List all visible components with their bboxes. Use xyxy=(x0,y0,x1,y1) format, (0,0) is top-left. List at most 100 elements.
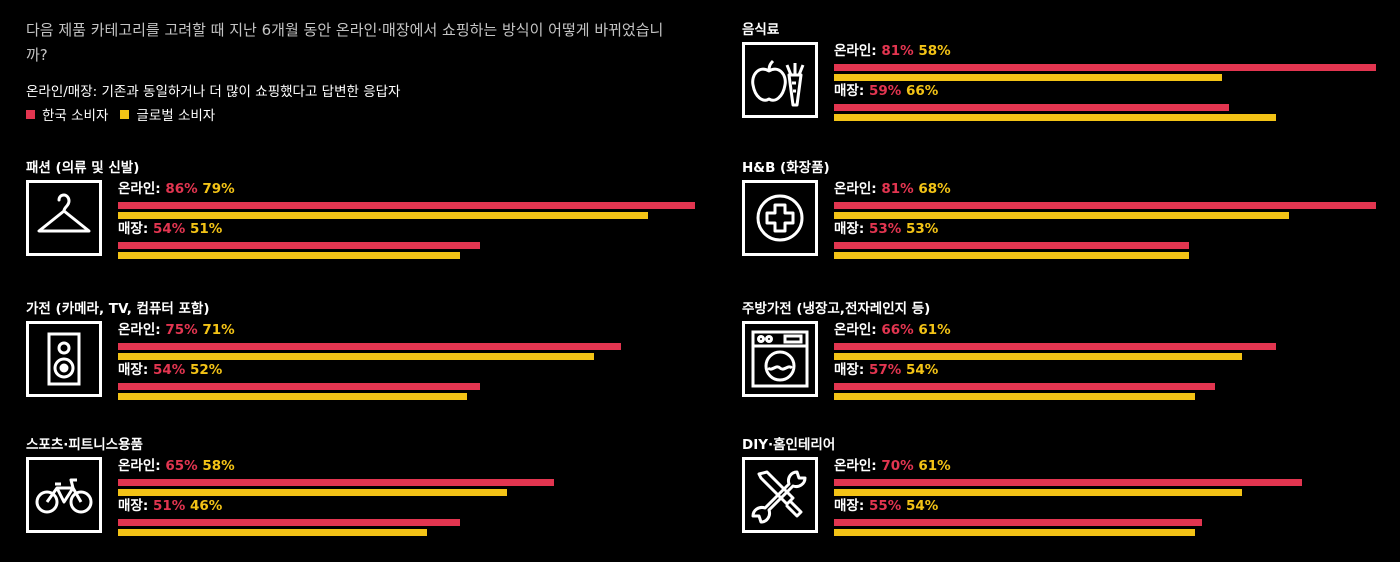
store-label: 매장: 57% 54% xyxy=(834,358,938,378)
category-title: 음식료 xyxy=(742,22,780,38)
store-label: 매장: 55% 54% xyxy=(834,494,938,514)
online-bar-global xyxy=(834,353,1242,360)
medical-cross-icon xyxy=(742,180,818,256)
chart-subtitle: 온라인/매장: 기존과 동일하거나 더 많이 쇼핑했다고 답변한 응답자 xyxy=(26,84,401,100)
store-value-korea: 55% xyxy=(868,498,902,514)
store-label-text: 매장: xyxy=(118,362,153,378)
store-label: 매장: 51% 46% xyxy=(118,494,222,514)
category-title: 스포츠·피트니스용품 xyxy=(26,437,143,453)
online-bar-korea xyxy=(118,202,695,209)
store-value-global: 51% xyxy=(189,221,223,237)
store-bar-global xyxy=(834,114,1276,121)
store-value-global: 54% xyxy=(905,362,939,378)
category-title: 패션 (의류 및 신발) xyxy=(26,160,140,176)
store-label: 매장: 53% 53% xyxy=(834,217,938,237)
store-label: 매장: 59% 66% xyxy=(834,79,938,99)
online-label: 온라인: 65% 58% xyxy=(118,454,235,474)
store-value-korea: 54% xyxy=(152,221,186,237)
speaker-icon xyxy=(26,321,102,397)
online-label-text: 온라인: xyxy=(834,43,882,59)
online-bar-korea xyxy=(834,202,1376,209)
online-label: 온라인: 81% 58% xyxy=(834,39,951,59)
legend-swatch-korea xyxy=(26,109,35,119)
online-bar-korea xyxy=(118,343,621,350)
store-value-korea: 53% xyxy=(868,221,902,237)
category-section: H&B (화장품) 온라인: 81% 68% 매장: 53% 53% xyxy=(742,156,1400,266)
legend-item-global: 글로벌 소비자 xyxy=(120,104,215,124)
apple-carrot-icon xyxy=(742,42,818,118)
online-bar-korea xyxy=(834,343,1276,350)
store-label-text: 매장: xyxy=(118,498,153,514)
store-label-text: 매장: xyxy=(834,362,869,378)
store-bar-korea xyxy=(834,242,1189,249)
legend-label-global: 글로벌 소비자 xyxy=(136,108,216,124)
online-value-korea: 81% xyxy=(881,43,914,59)
online-bar-global xyxy=(834,489,1242,496)
online-value-korea: 86% xyxy=(165,181,198,197)
store-bar-global xyxy=(118,529,427,536)
bicycle-icon xyxy=(26,457,102,533)
legend-label-korea: 한국 소비자 xyxy=(42,108,109,124)
category-title: 가전 (카메라, TV, 컴퓨터 포함) xyxy=(26,301,210,317)
store-value-global: 46% xyxy=(189,498,223,514)
online-value-global: 71% xyxy=(202,322,235,338)
online-value-global: 61% xyxy=(918,322,951,338)
online-bar-korea xyxy=(834,64,1376,71)
category-section: 주방가전 (냉장고,전자레인지 등) 온라인: 66% 61% 매장: 57% 54… xyxy=(742,297,1400,407)
store-bar-global xyxy=(118,252,460,259)
store-bar-korea xyxy=(834,104,1229,111)
online-label-text: 온라인: xyxy=(834,322,882,338)
online-value-global: 68% xyxy=(918,181,951,197)
online-label: 온라인: 66% 61% xyxy=(834,318,951,338)
store-bar-korea xyxy=(118,519,460,526)
washing-machine-icon xyxy=(742,321,818,397)
online-label: 온라인: 86% 79% xyxy=(118,177,235,197)
category-title: H&B (화장품) xyxy=(742,160,830,176)
category-title: 주방가전 (냉장고,전자레인지 등) xyxy=(742,301,931,317)
store-label: 매장: 54% 51% xyxy=(118,217,222,237)
store-value-korea: 54% xyxy=(152,362,186,378)
online-value-korea: 70% xyxy=(881,458,914,474)
store-label-text: 매장: xyxy=(834,83,869,99)
legend: 한국 소비자 글로벌 소비자 xyxy=(26,104,227,124)
store-label-text: 매장: xyxy=(834,498,869,514)
online-bar-global xyxy=(834,212,1289,219)
online-label-text: 온라인: xyxy=(834,458,882,474)
online-value-korea: 66% xyxy=(881,322,914,338)
store-value-korea: 51% xyxy=(152,498,186,514)
store-value-global: 66% xyxy=(905,83,939,99)
online-value-global: 58% xyxy=(918,43,951,59)
store-value-korea: 57% xyxy=(868,362,902,378)
store-bar-korea xyxy=(118,383,480,390)
store-bar-korea xyxy=(834,383,1215,390)
store-value-korea: 59% xyxy=(868,83,902,99)
online-bar-korea xyxy=(118,479,554,486)
store-bar-global xyxy=(118,393,467,400)
online-value-global: 58% xyxy=(202,458,235,474)
store-label: 매장: 54% 52% xyxy=(118,358,222,378)
online-value-korea: 75% xyxy=(165,322,198,338)
online-label: 온라인: 70% 61% xyxy=(834,454,951,474)
online-value-global: 61% xyxy=(918,458,951,474)
online-label-text: 온라인: xyxy=(118,181,166,197)
store-label-text: 매장: xyxy=(834,221,869,237)
category-section: 패션 (의류 및 신발) 온라인: 86% 79% 매장: 54% 51% xyxy=(26,156,695,266)
hanger-icon xyxy=(26,180,102,256)
store-value-global: 53% xyxy=(905,221,939,237)
category-section: 가전 (카메라, TV, 컴퓨터 포함) 온라인: 75% 71% 매장: 54% … xyxy=(26,297,686,407)
online-label-text: 온라인: xyxy=(118,458,166,474)
legend-item-korea: 한국 소비자 xyxy=(26,104,108,124)
category-section: DIY·홈인테리어 온라인: 70% 61% 매장: 55% 54% xyxy=(742,433,1400,543)
store-bar-global xyxy=(834,252,1189,259)
store-label-text: 매장: xyxy=(118,221,153,237)
category-section: 스포츠·피트니스용품 온라인: 65% 58% 매장: 51% 46% xyxy=(26,433,686,543)
online-label: 온라인: 81% 68% xyxy=(834,177,951,197)
online-value-korea: 81% xyxy=(881,181,914,197)
store-value-global: 52% xyxy=(189,362,223,378)
store-bar-global xyxy=(834,529,1195,536)
category-title: DIY·홈인테리어 xyxy=(742,437,836,453)
online-label: 온라인: 75% 71% xyxy=(118,318,235,338)
online-label-text: 온라인: xyxy=(118,322,166,338)
store-bar-korea xyxy=(834,519,1202,526)
tools-icon xyxy=(742,457,818,533)
